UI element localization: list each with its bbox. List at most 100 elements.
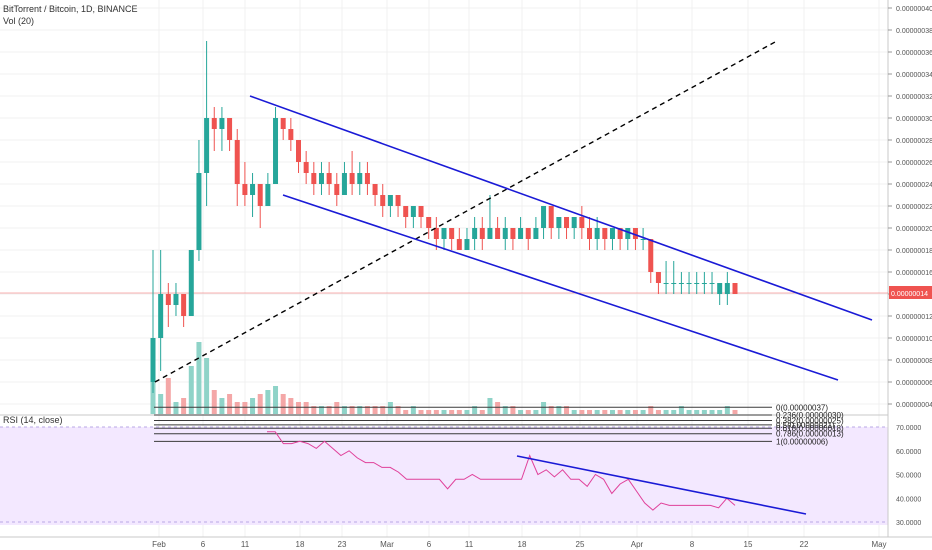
channel-lower-line[interactable] (282, 194, 839, 381)
volume-bar (357, 406, 363, 414)
candle-body (472, 228, 478, 239)
rsi-trend-line[interactable] (516, 455, 807, 515)
candle-body (280, 118, 286, 129)
candle-body (579, 217, 585, 228)
x-tick-label: 23 (338, 540, 347, 549)
candle-body (602, 228, 608, 239)
volume-bar (724, 406, 730, 414)
candle-body (655, 272, 661, 283)
volume-bar (709, 410, 715, 414)
x-tick-label: 6 (427, 540, 432, 549)
x-tick-label: Feb (152, 540, 166, 549)
volume-bar (403, 410, 409, 414)
candle-body (671, 283, 677, 284)
volume-bar (640, 410, 646, 414)
channel-upper-line[interactable] (249, 95, 873, 321)
volume-bar (717, 410, 723, 414)
candle-body (426, 217, 432, 228)
candle-body (395, 195, 401, 206)
volume-bar (464, 410, 470, 414)
volume-bar (694, 410, 700, 414)
volume-bar (196, 342, 202, 414)
candle-body (701, 283, 707, 284)
candle-body (257, 184, 263, 206)
candle-body (640, 239, 646, 240)
y-tick-label: 0.00000008 (896, 358, 932, 365)
chart-title: BitTorrent / Bitcoin, 1D, BINANCE (3, 4, 138, 14)
volume-bar (158, 394, 164, 414)
candle-body (587, 228, 592, 239)
volume-bar (587, 410, 592, 414)
candle-body (694, 283, 700, 284)
candle-body (732, 283, 738, 294)
candle-body (548, 206, 554, 228)
volume-bar (188, 366, 194, 414)
candle-body (188, 250, 194, 316)
candle-body (487, 228, 493, 239)
candle-body (632, 228, 638, 239)
volume-bar (472, 406, 478, 414)
rsi-axis: 30.0000 40.0000 50.0000 60.0000 70.0000 (896, 425, 921, 527)
candle-body (234, 140, 240, 184)
rsi-tick-label: 50.0000 (896, 473, 921, 480)
candle-body (227, 118, 233, 140)
volume-bar (242, 402, 248, 414)
volume-bar (273, 386, 279, 414)
fib-level-label: 0.786(0.00000013) (776, 430, 844, 439)
candle-body (418, 206, 424, 217)
x-tick-label: 11 (465, 540, 474, 549)
volume-bar (280, 394, 286, 414)
candle-body (678, 283, 684, 284)
volume-bar (441, 410, 447, 414)
fibonacci-trend-line[interactable] (154, 41, 776, 383)
candle-body (364, 173, 370, 184)
candle-body (717, 283, 723, 294)
candle-body (349, 173, 355, 184)
candle-body (296, 140, 301, 162)
horizontal-grid (0, 7, 888, 405)
x-tick-label: 18 (296, 540, 305, 549)
volume-bar (326, 406, 332, 414)
volume-bar (564, 406, 570, 414)
volume-bar (227, 394, 233, 414)
candle-body (165, 294, 171, 305)
volume-bar (617, 410, 623, 414)
rsi-tick-label: 40.0000 (896, 496, 921, 503)
volume-bar (211, 390, 217, 414)
volume-bar (663, 410, 669, 414)
y-tick-label: 0.00000004 (896, 402, 932, 409)
y-tick-label: 0.00000010 (896, 336, 932, 343)
volume-bar (257, 394, 263, 414)
volume-bar (579, 410, 585, 414)
candle-body (541, 206, 547, 228)
rsi-band (0, 427, 888, 525)
volume-bar (181, 398, 187, 414)
candle-body (242, 184, 248, 195)
y-tick-label: 0.00000022 (896, 204, 932, 211)
rsi-label: RSI (14, close) (3, 415, 63, 425)
volume-bar (318, 406, 324, 414)
candle-body (150, 338, 156, 382)
volume-bar (334, 402, 340, 414)
volume-bar (311, 406, 317, 414)
volume-bar (678, 406, 684, 414)
candle-body (464, 239, 470, 250)
volume-bar (364, 406, 370, 414)
candle-body (403, 206, 409, 217)
volume-bar (625, 410, 631, 414)
current-price-value: 0.00000014 (891, 291, 928, 298)
candle-body (372, 184, 378, 195)
y-tick-label: 0.00000016 (896, 270, 932, 277)
volume-bar (502, 406, 508, 414)
y-tick-label: 0.00000040 (896, 6, 932, 13)
y-tick-label: 0.00000036 (896, 50, 932, 57)
candle-body (219, 118, 225, 129)
volume-bar (571, 410, 577, 414)
candle-body (709, 283, 715, 284)
candle-body (387, 195, 393, 206)
candle-body (724, 283, 730, 294)
rsi-tick-label: 60.0000 (896, 449, 921, 456)
volume-bar (418, 410, 424, 414)
volume-bar (288, 398, 294, 414)
